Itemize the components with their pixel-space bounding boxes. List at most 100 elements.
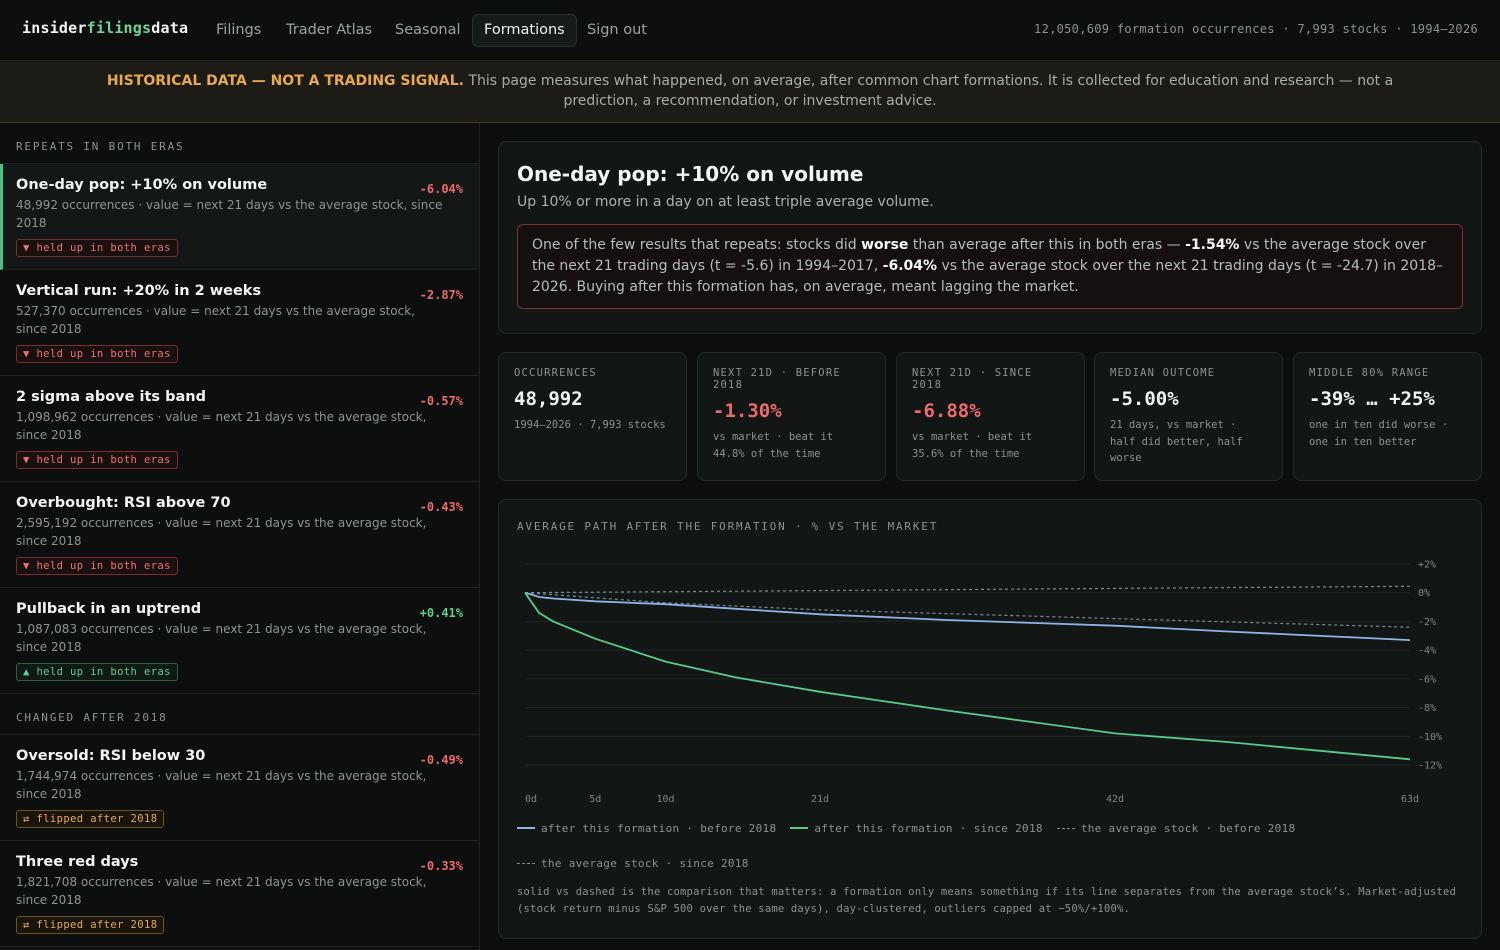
formation-name: One-day pop: +10% on volume	[16, 177, 268, 193]
callout-text-4: vs the average stock over the next 21 tr…	[532, 258, 1444, 295]
nav-link-sign-out[interactable]: Sign out	[587, 22, 647, 38]
formation-item[interactable]: Vertical run: +20% in 2 weeks -2.87% 527…	[0, 270, 479, 376]
section-header-changed: CHANGED AFTER 2018	[0, 694, 479, 735]
stat-note: 21 days, vs market · half did better, ha…	[1110, 419, 1243, 464]
callout-bold-3: -6.04%	[882, 258, 938, 274]
y-tick-label: -8%	[1418, 703, 1436, 714]
y-tick-label: -12%	[1418, 761, 1442, 772]
formation-name: Pullback in an uptrend	[16, 601, 202, 617]
x-tick-label: 42d	[1106, 794, 1124, 805]
formation-desc: 1,821,708 occurrences · value = next 21 …	[16, 875, 427, 907]
legend-swatch	[790, 827, 809, 829]
formation-tag: ▼ held up in both eras	[16, 345, 178, 363]
formation-name: Three red days	[16, 854, 139, 870]
stat-card-range: MIDDLE 80% RANGE -39% … +25% one in ten …	[1293, 352, 1482, 481]
callout-text-1: One of the few results that repeats: sto…	[532, 237, 862, 253]
series-line	[524, 592, 1411, 761]
y-tick-label: -2%	[1418, 617, 1436, 628]
formation-item[interactable]: Three red days -0.33% 1,821,708 occurren…	[0, 841, 479, 947]
formation-tag: ▼ held up in both eras	[16, 451, 178, 469]
legend-swatch	[517, 862, 535, 864]
formation-item[interactable]: Pullback in an uptrend +0.41% 1,087,083 …	[0, 588, 479, 694]
formation-tag: ⇄ flipped after 2018	[16, 810, 165, 828]
stat-label: OCCURRENCES	[514, 367, 597, 379]
formation-tag: ▲ held up in both eras	[16, 663, 178, 681]
legend-swatch	[1056, 827, 1075, 829]
formation-desc: 527,370 occurrences · value = next 21 da…	[16, 304, 415, 336]
stat-label: NEXT 21D · SINCE 2018	[912, 367, 1033, 391]
formation-title: One-day pop: +10% on volume	[517, 162, 864, 186]
y-tick-label: -6%	[1418, 674, 1436, 685]
stat-note: 1994–2026 · 7,993 stocks	[514, 419, 666, 431]
formation-value: -0.57%	[419, 394, 463, 408]
stat-card-before-2018: NEXT 21D · BEFORE 2018 -1.30% vs market …	[697, 352, 886, 481]
nav-link-seasonal[interactable]: Seasonal	[395, 22, 461, 38]
banner-text: This page measures what happened, on ave…	[468, 73, 1394, 109]
legend-swatch	[517, 827, 535, 829]
legend-label: after this formation · since 2018	[814, 822, 1043, 835]
legend-label: the average stock · since 2018	[541, 857, 749, 870]
series-line	[524, 591, 1411, 641]
x-tick-label: 21d	[811, 794, 829, 805]
stat-value: -1.30%	[713, 400, 782, 422]
legend-label: the average stock · before 2018	[1080, 822, 1296, 835]
formation-tag: ▼ held up in both eras	[16, 557, 178, 575]
formation-desc: 1,744,974 occurrences · value = next 21 …	[16, 769, 427, 801]
formation-item[interactable]: Oversold: RSI below 30 -0.49% 1,744,974 …	[0, 735, 479, 841]
formation-name: Overbought: RSI above 70	[16, 495, 231, 511]
formation-item[interactable]: One-day pop: +10% on volume -6.04% 48,99…	[0, 164, 479, 270]
y-tick-label: +2%	[1418, 560, 1436, 571]
formation-tag: ▼ held up in both eras	[16, 239, 178, 257]
callout-text-3: vs the average stock over the next 21 tr…	[532, 237, 1426, 274]
section-header-repeats: REPEATS IN BOTH ERAS	[0, 123, 479, 164]
formation-value: -0.43%	[419, 500, 463, 514]
x-tick-label: 0d	[525, 794, 537, 805]
x-tick-label: 5d	[589, 794, 601, 805]
stats-row: OCCURRENCES 48,992 1994–2026 · 7,993 sto…	[498, 352, 1482, 481]
formation-item[interactable]: Overbought: RSI above 70 -0.43% 2,595,19…	[0, 482, 479, 588]
nav-link-trader-atlas[interactable]: Trader Atlas	[286, 22, 373, 38]
formation-name: Oversold: RSI below 30	[16, 748, 206, 764]
formation-item[interactable]: 2 sigma above its band -0.57% 1,098,962 …	[0, 376, 479, 482]
formation-desc: 1,087,083 occurrences · value = next 21 …	[16, 622, 427, 654]
formation-sidebar: REPEATS IN BOTH ERAS One-day pop: +10% o…	[0, 123, 480, 950]
legend-label: after this formation · before 2018	[541, 822, 777, 835]
legend-item: after this formation · before 2018	[517, 822, 776, 857]
formation-value: -0.49%	[419, 753, 463, 767]
series-line	[524, 592, 1411, 628]
y-tick-label: 0%	[1418, 588, 1430, 599]
callout-bold-1: worse	[861, 237, 909, 253]
stat-value: -5.00%	[1110, 388, 1179, 410]
x-tick-label: 10d	[656, 794, 674, 805]
logo-mid: filings	[86, 19, 152, 37]
formation-tag: ⇄ flipped after 2018	[16, 916, 165, 934]
nav-link-filings[interactable]: Filings	[216, 22, 262, 38]
stat-value: -39% … +25%	[1309, 388, 1435, 410]
stat-label: NEXT 21D · BEFORE 2018	[713, 367, 841, 391]
series-line	[524, 585, 1411, 594]
average-path-chart: +2% 0% -2% -4% -6% -8% -10% -12% 0d 5d 10d 21d 42d 63…	[524, 560, 1442, 805]
formation-value: +0.41%	[419, 606, 463, 620]
chart-footnote: solid vs dashed is the comparison that m…	[517, 886, 1457, 915]
chart-title: AVERAGE PATH AFTER THE FORMATION · % VS …	[517, 520, 939, 533]
stat-value: -6.88%	[912, 400, 981, 422]
formation-name: Vertical run: +20% in 2 weeks	[16, 283, 262, 299]
nav-link-formations[interactable]: Formations	[472, 14, 577, 47]
stat-card-occurrences: OCCURRENCES 48,992 1994–2026 · 7,993 sto…	[498, 352, 687, 481]
stat-value: 48,992	[514, 388, 583, 410]
disclaimer-banner: HISTORICAL DATA — NOT A TRADING SIGNAL. …	[0, 61, 1500, 123]
result-callout: One of the few results that repeats: sto…	[517, 224, 1463, 309]
logo-post: data	[151, 19, 189, 37]
banner-strong: HISTORICAL DATA — NOT A TRADING SIGNAL.	[106, 73, 464, 89]
logo-pre: insider	[22, 19, 87, 37]
stat-label: MIDDLE 80% RANGE	[1309, 367, 1430, 379]
legend-item: after this formation · since 2018	[790, 822, 1043, 857]
formation-name: 2 sigma above its band	[16, 389, 206, 405]
stat-note: vs market · beat it 44.8% of the time	[713, 431, 834, 460]
stat-card-since-2018: NEXT 21D · SINCE 2018 -6.88% vs market ·…	[896, 352, 1085, 481]
callout-bold-2: -1.54%	[1185, 237, 1240, 253]
callout-text-2: than average after this in both eras —	[908, 237, 1186, 253]
y-tick-label: -4%	[1418, 646, 1436, 657]
average-path-chart-card: AVERAGE PATH AFTER THE FORMATION · % VS …	[498, 499, 1482, 939]
site-logo[interactable]: insiderfilingsdata	[22, 19, 188, 37]
